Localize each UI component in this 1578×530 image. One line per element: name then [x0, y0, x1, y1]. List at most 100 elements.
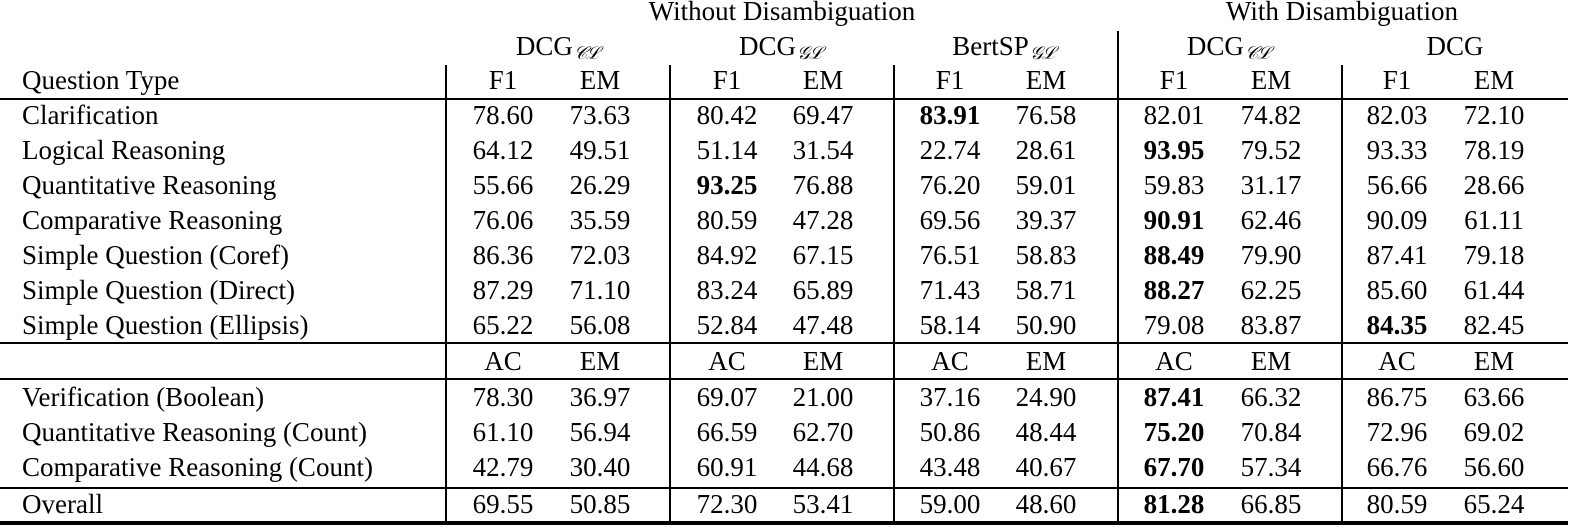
- score-cell: 93.33: [1366, 135, 1428, 165]
- score-cell: 69.02: [1463, 417, 1525, 447]
- model-subscript: 𝒞ℒ: [573, 43, 599, 64]
- score-cell: 67.70: [1143, 452, 1205, 482]
- score-cell: 57.34: [1240, 452, 1302, 482]
- model-header: DCG: [1305, 29, 1578, 64]
- score-cell: 36.97: [569, 382, 631, 412]
- model-header: DCG𝒞ℒ: [1078, 29, 1378, 64]
- score-cell: 83.91: [919, 100, 981, 130]
- metric-header: EM: [1473, 346, 1515, 376]
- model-header: DCG𝒞ℒ: [407, 29, 707, 64]
- metric-header: EM: [579, 65, 621, 95]
- model-subscript: 𝒢ℒ: [797, 43, 822, 64]
- score-cell: 86.36: [472, 240, 534, 270]
- metric-header: EM: [1473, 65, 1515, 95]
- score-cell: 56.66: [1366, 170, 1428, 200]
- score-cell: 56.08: [569, 310, 631, 340]
- score-cell: 87.41: [1143, 382, 1205, 412]
- score-cell: 58.14: [919, 310, 981, 340]
- score-cell: 51.14: [696, 135, 758, 165]
- metric-header: F1: [488, 65, 518, 95]
- row-label: Clarification: [22, 100, 159, 130]
- score-cell: 35.59: [569, 205, 631, 235]
- row-label: Quantitative Reasoning (Count): [22, 417, 367, 447]
- metric-header: EM: [1250, 65, 1292, 95]
- score-cell: 58.83: [1015, 240, 1077, 270]
- row-label: Quantitative Reasoning: [22, 170, 277, 200]
- score-cell: 28.66: [1463, 170, 1525, 200]
- score-cell: 42.79: [472, 452, 534, 482]
- score-cell: 48.44: [1015, 417, 1077, 447]
- score-cell: 84.35: [1366, 310, 1428, 340]
- overall-score-cell: 80.59: [1366, 489, 1428, 519]
- score-cell: 50.90: [1015, 310, 1077, 340]
- row-label: Simple Question (Coref): [22, 240, 289, 270]
- group-header-without: Without Disambiguation: [648, 0, 916, 26]
- score-cell: 30.40: [569, 452, 631, 482]
- score-cell: 84.92: [696, 240, 758, 270]
- horizontal-rule: [0, 378, 1568, 380]
- score-cell: 40.67: [1015, 452, 1077, 482]
- model-header: DCG𝒢ℒ: [630, 29, 930, 64]
- score-cell: 93.95: [1143, 135, 1205, 165]
- score-cell: 28.61: [1015, 135, 1077, 165]
- model-name: DCG: [1426, 31, 1484, 61]
- score-cell: 52.84: [696, 310, 758, 340]
- metric-header: EM: [1250, 346, 1292, 376]
- overall-score-cell: 72.30: [696, 489, 758, 519]
- score-cell: 82.45: [1463, 310, 1525, 340]
- score-cell: 87.29: [472, 275, 534, 305]
- metric-header: F1: [1382, 65, 1412, 95]
- score-cell: 65.22: [472, 310, 534, 340]
- metric-header: F1: [1159, 65, 1189, 95]
- metric-header: AC: [708, 346, 746, 376]
- score-cell: 49.51: [569, 135, 631, 165]
- score-cell: 63.66: [1463, 382, 1525, 412]
- model-subscript: 𝒢ℒ: [1029, 43, 1055, 64]
- score-cell: 72.96: [1366, 417, 1428, 447]
- model-name: DCG: [739, 31, 797, 61]
- score-cell: 78.30: [472, 382, 534, 412]
- score-cell: 66.32: [1240, 382, 1302, 412]
- metric-header: EM: [1025, 65, 1067, 95]
- column-divider: [445, 65, 447, 521]
- score-cell: 60.91: [696, 452, 758, 482]
- score-cell: 90.09: [1366, 205, 1428, 235]
- score-cell: 58.71: [1015, 275, 1077, 305]
- score-cell: 43.48: [919, 452, 981, 482]
- score-cell: 62.46: [1240, 205, 1302, 235]
- score-cell: 65.89: [792, 275, 854, 305]
- score-cell: 76.51: [919, 240, 981, 270]
- overall-score-cell: 50.85: [569, 489, 631, 519]
- horizontal-rule: [0, 342, 1568, 344]
- metric-header: EM: [1025, 346, 1067, 376]
- score-cell: 62.70: [792, 417, 854, 447]
- score-cell: 67.15: [792, 240, 854, 270]
- score-cell: 76.20: [919, 170, 981, 200]
- score-cell: 56.60: [1463, 452, 1525, 482]
- model-name: BertSP: [952, 31, 1029, 61]
- metric-header: AC: [484, 346, 522, 376]
- score-cell: 79.08: [1143, 310, 1205, 340]
- score-cell: 69.47: [792, 100, 854, 130]
- metric-header: EM: [802, 65, 844, 95]
- score-cell: 66.59: [696, 417, 758, 447]
- row-label: Verification (Boolean): [22, 382, 265, 412]
- metric-header: F1: [935, 65, 965, 95]
- score-cell: 76.06: [472, 205, 534, 235]
- score-cell: 39.37: [1015, 205, 1077, 235]
- score-cell: 78.60: [472, 100, 534, 130]
- row-label: Comparative Reasoning (Count): [22, 452, 373, 482]
- overall-score-cell: 69.55: [472, 489, 534, 519]
- score-cell: 69.07: [696, 382, 758, 412]
- column-divider: [1117, 31, 1119, 521]
- score-cell: 37.16: [919, 382, 981, 412]
- score-cell: 61.11: [1464, 205, 1524, 235]
- score-cell: 62.25: [1240, 275, 1302, 305]
- score-cell: 76.88: [792, 170, 854, 200]
- score-cell: 55.66: [472, 170, 534, 200]
- score-cell: 56.94: [569, 417, 631, 447]
- score-cell: 72.10: [1463, 100, 1525, 130]
- row-label: Simple Question (Ellipsis): [22, 310, 309, 340]
- row-label: Comparative Reasoning: [22, 205, 283, 235]
